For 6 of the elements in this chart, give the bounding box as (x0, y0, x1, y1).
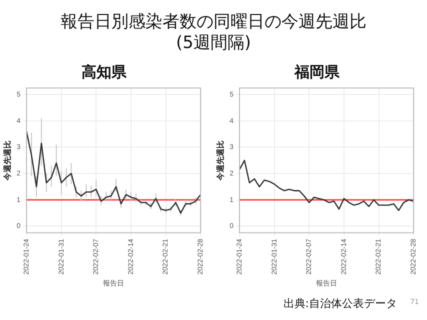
text: 報告日別感染者数の同曜日の今週先週比 (5週間隔) (60, 12, 368, 54)
chart-title: 高知県 (82, 62, 128, 81)
y-axis-title: 今週先週比 (3, 140, 12, 182)
y-axis-title: 今週先週比 (216, 140, 226, 182)
chart-title: 福岡県 (294, 62, 340, 81)
source-note: 出典:自治体公表データ (283, 296, 397, 311)
